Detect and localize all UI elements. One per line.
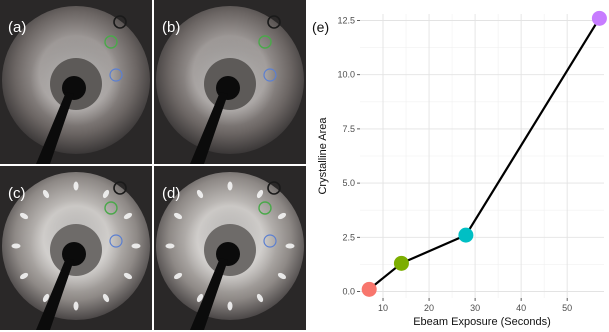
diffraction-spot — [102, 189, 110, 199]
diffraction-spot — [11, 243, 21, 249]
diffraction-spot — [227, 301, 233, 311]
y-tick-label: 0.0 — [342, 286, 355, 296]
diffraction-spot — [165, 243, 175, 249]
y-axis-title: Crystalline Area — [317, 117, 329, 195]
x-tick-label: 40 — [516, 303, 526, 313]
diffraction-panel-d: (d) — [154, 166, 306, 330]
x-axis-title: Ebeam Exposure (Seconds) — [413, 316, 551, 328]
minor-gridlines — [360, 14, 604, 298]
blue-marker-circle — [263, 234, 277, 248]
y-tick-label: 10.0 — [337, 70, 355, 80]
series-line — [368, 17, 601, 291]
diffraction-panel-b: (b) — [154, 0, 306, 164]
diffraction-panel-c: (c) — [0, 166, 152, 330]
black-marker-circle — [267, 181, 281, 195]
diffraction-spot — [73, 181, 79, 191]
x-tick-label: 30 — [470, 303, 480, 313]
diffraction-spot — [277, 212, 287, 220]
diffraction-spot — [102, 293, 110, 303]
data-point-2 — [393, 255, 409, 271]
diffraction-spot — [19, 272, 29, 280]
data-point-1 — [361, 281, 377, 297]
diffraction-spot — [42, 293, 50, 303]
panel-label: (b) — [162, 19, 180, 36]
crystalline-area-chart: (e) 0.0 2.5 5.0 7.5 10.0 12.5 10 20 30 40 50 Ebea… — [312, 10, 607, 328]
diffraction-spot — [256, 189, 264, 199]
data-points — [361, 10, 607, 297]
diffraction-spot — [173, 272, 183, 280]
y-tick-label: 2.5 — [342, 232, 355, 242]
diffraction-spot — [123, 212, 133, 220]
x-tick-label: 50 — [562, 303, 572, 313]
blue-marker-circle — [109, 68, 123, 82]
diffraction-spot — [173, 212, 183, 220]
panel-label: (d) — [162, 185, 180, 202]
diffraction-spot — [131, 243, 141, 249]
diffraction-spot — [277, 272, 287, 280]
data-point-3 — [458, 227, 474, 243]
diffraction-spot — [196, 293, 204, 303]
diffraction-panel-a: (a) — [0, 0, 152, 164]
blue-marker-circle — [109, 234, 123, 248]
y-tick-label: 5.0 — [342, 178, 355, 188]
diffraction-spot — [73, 301, 79, 311]
blue-marker-circle — [263, 68, 277, 82]
beam-stop-arm — [190, 258, 228, 330]
y-tick-label: 12.5 — [337, 16, 355, 26]
panel-label-e: (e) — [312, 19, 329, 35]
green-marker-circle — [104, 201, 118, 215]
diffraction-spot — [227, 181, 233, 191]
x-tick-label: 10 — [378, 303, 388, 313]
diffraction-spot — [256, 293, 264, 303]
beam-stop-arm — [36, 258, 74, 330]
beam-stop-arm — [190, 92, 228, 164]
panel-label: (a) — [8, 19, 26, 36]
green-marker-circle — [104, 35, 118, 49]
diffraction-spot — [196, 189, 204, 199]
x-axis-ticks: 10 20 30 40 50 — [378, 298, 572, 313]
y-axis-ticks: 0.0 2.5 5.0 7.5 10.0 12.5 — [337, 16, 360, 296]
panel-label: (c) — [8, 185, 26, 202]
y-tick-label: 7.5 — [342, 124, 355, 134]
black-marker-circle — [113, 181, 127, 195]
green-marker-circle — [258, 201, 272, 215]
beam-stop-arm — [36, 92, 74, 164]
data-point-4 — [591, 10, 607, 26]
black-marker-circle — [113, 15, 127, 29]
diffraction-spot — [285, 243, 295, 249]
diffraction-spot — [42, 189, 50, 199]
x-tick-label: 20 — [424, 303, 434, 313]
diffraction-spot — [123, 272, 133, 280]
green-marker-circle — [258, 35, 272, 49]
diffraction-spot — [19, 212, 29, 220]
black-marker-circle — [267, 15, 281, 29]
